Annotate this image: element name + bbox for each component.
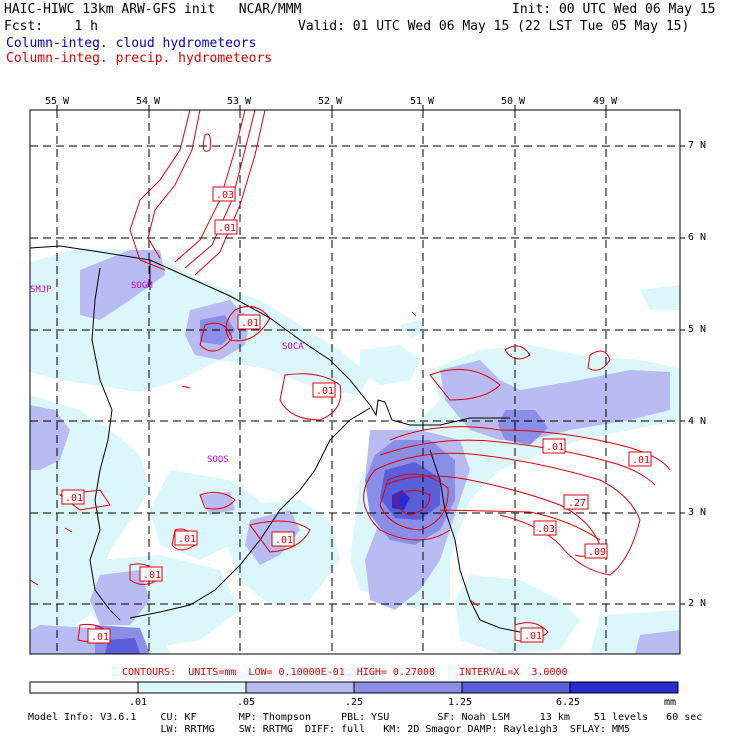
lon-label: 51 W	[410, 96, 435, 107]
field-precip-label: Column-integ. precip. hydrometeors	[6, 51, 273, 66]
colorbar-label: .25	[345, 697, 364, 708]
shading-max	[392, 490, 410, 510]
lon-label: 52 W	[318, 96, 343, 107]
contour-label: .01	[628, 451, 652, 467]
svg-text:.03: .03	[537, 524, 555, 535]
contour-label: .01	[61, 489, 85, 505]
map-frame	[29, 109, 681, 655]
contour-label: .09	[584, 543, 608, 559]
contour-info: CONTOURS: UNITS=mm LOW= 0.10000E-01 HIGH…	[122, 667, 568, 678]
lat-label: 4 N	[688, 416, 707, 427]
svg-text:.01: .01	[524, 631, 542, 642]
svg-text:.01: .01	[546, 442, 564, 453]
svg-text:.01: .01	[241, 318, 259, 329]
lat-label: 6 N	[688, 232, 707, 243]
lat-label: 7 N	[688, 140, 707, 151]
contour-label: .01	[214, 219, 238, 235]
model-title: HAIC-HIWC 13km ARW-GFS init NCAR/MMM	[4, 2, 302, 17]
svg-text:.01: .01	[632, 455, 650, 466]
model-info-line1: Model Info: V3.6.1 CU: KF MP: Thompson P…	[28, 712, 703, 723]
colorbar-units: mm	[664, 697, 677, 708]
svg-text:.01: .01	[316, 386, 334, 397]
colorbar-label: .05	[237, 697, 256, 708]
contour-label: .01	[174, 530, 198, 546]
lon-label: 50 W	[501, 96, 526, 107]
svg-text:.03: .03	[216, 190, 234, 201]
svg-text:.27: .27	[568, 498, 586, 509]
contour-label: .27	[563, 494, 589, 510]
colorbar-label: 6.25	[556, 697, 581, 708]
contour-label: .01	[139, 566, 163, 582]
svg-text:.01: .01	[275, 535, 293, 546]
svg-text:.09: .09	[588, 547, 606, 558]
valid-time: Valid: 01 UTC Wed 06 May 15 (22 LST Tue …	[298, 19, 690, 34]
station-soos: SOOS	[207, 455, 229, 465]
contour-labels: .03 .01 .01 .01 .01 .01	[61, 186, 652, 644]
station-soca: SOCA	[282, 342, 304, 352]
contour-label: .01	[87, 628, 111, 644]
lat-label: 2 N	[688, 598, 707, 609]
lat-label: 5 N	[688, 324, 707, 335]
svg-text:.01: .01	[143, 570, 161, 581]
svg-text:.01: .01	[178, 534, 196, 545]
contour-label: .03	[212, 186, 236, 202]
field-cloud-label: Column-integ. cloud hydrometeors	[6, 36, 257, 51]
lon-label: 53 W	[227, 96, 252, 107]
colorbar-label: 1.25	[448, 697, 473, 708]
lon-label: 54 W	[136, 96, 161, 107]
station-smjp: SMJP	[30, 285, 52, 295]
station-sogm: SOGM	[131, 281, 153, 291]
contour-label: .03	[533, 520, 557, 536]
lon-label: 55 W	[45, 96, 70, 107]
country-borders	[30, 245, 521, 633]
contour-label: .01	[237, 314, 261, 330]
contour-label: .01	[271, 531, 295, 547]
model-info-line2: LW: RRTMG SW: RRTMG DIFF: full KM: 2D Sm…	[28, 724, 631, 735]
station-labels: SMJP SOGM SOCA SOOS	[30, 281, 304, 465]
svg-text:.01: .01	[218, 223, 236, 234]
colorbar-label: .01	[129, 697, 148, 708]
init-time: Init: 00 UTC Wed 06 May 15	[512, 2, 716, 17]
svg-text:.01: .01	[91, 632, 109, 643]
lon-label: 49 W	[593, 96, 618, 107]
colorbar	[29, 681, 679, 694]
precip-contours	[30, 110, 671, 643]
contour-label: .01	[520, 627, 544, 643]
lat-label: 3 N	[688, 507, 707, 518]
contour-label: .01	[542, 438, 566, 454]
forecast-hour: Fcst: 1 h	[4, 19, 98, 34]
contour-label: .01	[312, 382, 336, 398]
latlon-grid	[30, 110, 680, 654]
svg-text:.01: .01	[65, 493, 83, 504]
